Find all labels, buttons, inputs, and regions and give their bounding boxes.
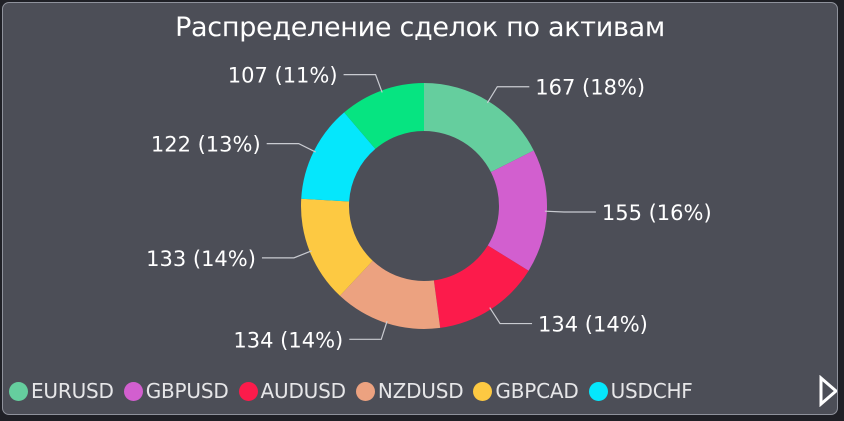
legend-label: AUDUSD bbox=[260, 379, 346, 403]
legend-next-icon[interactable] bbox=[817, 375, 838, 407]
legend-swatch bbox=[355, 381, 375, 401]
leader-line bbox=[266, 142, 316, 153]
legend-swatch bbox=[9, 381, 28, 401]
leader-line bbox=[261, 250, 312, 259]
legend-label: USDCHF bbox=[610, 379, 693, 403]
legend-swatch bbox=[123, 381, 143, 401]
legend-swatch bbox=[238, 381, 258, 401]
leader-line bbox=[343, 74, 383, 93]
data-label: 134 (14%) bbox=[538, 313, 648, 337]
leader-line bbox=[486, 86, 530, 104]
donut-slice-gbpcad[interactable] bbox=[301, 198, 373, 296]
legend-label: EURUSD bbox=[31, 379, 114, 403]
donut-slice-audusd[interactable] bbox=[433, 245, 529, 328]
data-label: 134 (14%) bbox=[233, 328, 343, 352]
legend-item-audusd[interactable]: AUDUSD bbox=[238, 379, 346, 403]
donut-slice-gbpusd[interactable] bbox=[487, 150, 548, 271]
data-label: 167 (18%) bbox=[535, 76, 645, 100]
donut-slice-unlabeled[interactable] bbox=[344, 83, 424, 149]
legend-item-nzdusd[interactable]: NZDUSD bbox=[355, 379, 464, 403]
chart-legend: EURUSD GBPUSD AUDUSD NZDUSD GBPCAD USDCHF bbox=[9, 377, 703, 405]
leader-line bbox=[349, 321, 388, 340]
leader-line bbox=[489, 307, 533, 325]
legend-item-eurusd[interactable]: EURUSD bbox=[9, 379, 114, 403]
legend-label: GBPUSD bbox=[145, 379, 229, 403]
data-label: 107 (11%) bbox=[228, 64, 338, 88]
legend-item-gbpusd[interactable]: GBPUSD bbox=[123, 379, 229, 403]
donut-slice-nzdusd[interactable] bbox=[339, 260, 441, 329]
chart-title: Распределение сделок по активам bbox=[175, 12, 665, 43]
donut-chart: 167 (18%) 155 (16%) 134 (14%) 134 (14%) 133 … bbox=[146, 64, 712, 353]
data-label: 122 (13%) bbox=[151, 133, 261, 157]
legend-label: NZDUSD bbox=[377, 379, 464, 403]
leader-line bbox=[544, 210, 596, 213]
chart-card: Распределение сделок по активам 167 (18%… bbox=[2, 2, 838, 415]
legend-swatch bbox=[473, 381, 493, 401]
legend-swatch bbox=[588, 381, 608, 401]
legend-item-usdchf[interactable]: USDCHF bbox=[588, 379, 693, 403]
legend-label: GBPCAD bbox=[495, 379, 579, 403]
data-label: 133 (14%) bbox=[146, 247, 256, 271]
legend-item-gbpcad[interactable]: GBPCAD bbox=[473, 379, 579, 403]
data-label: 155 (16%) bbox=[602, 201, 712, 225]
donut-slice-usdchf[interactable] bbox=[301, 112, 376, 202]
donut-slice-eurusd[interactable] bbox=[424, 83, 534, 173]
